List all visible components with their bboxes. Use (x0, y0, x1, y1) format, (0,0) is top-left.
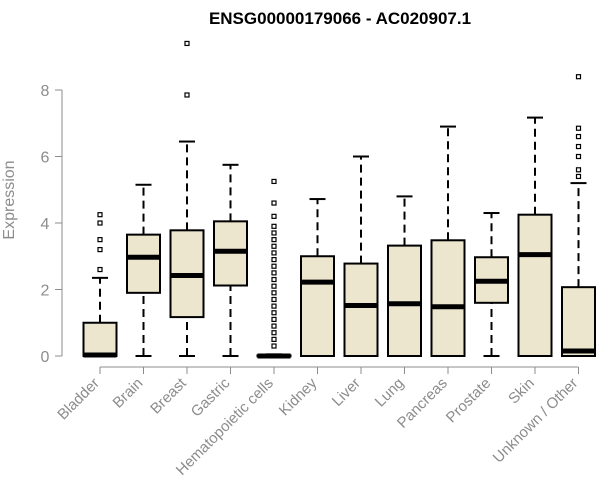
y-tick-label: 4 (41, 216, 50, 233)
outlier-point (575, 143, 582, 150)
x-tick-label: Kidney (276, 374, 321, 419)
box-rect (430, 239, 466, 357)
box-brain (126, 183, 161, 357)
box-kidney (300, 198, 335, 357)
box-hematopoietic-cells (256, 178, 292, 359)
outlier-point (271, 310, 277, 316)
outlier-point (184, 92, 190, 98)
x-tick-label: Lung (372, 375, 408, 411)
x-tick-label: Breast (147, 374, 190, 417)
outlier-point (575, 167, 582, 173)
outlier-point (184, 40, 190, 47)
outlier-point (271, 263, 277, 269)
outlier-point (271, 316, 277, 323)
outlier-point (97, 220, 103, 226)
y-axis-label: Expression (1, 160, 18, 239)
y-tick-label: 2 (41, 283, 50, 300)
box-rect (517, 213, 553, 357)
box-breast (169, 40, 205, 357)
outlier-point (97, 247, 103, 253)
outlier-point (271, 343, 277, 349)
outlier-point (575, 74, 582, 80)
outlier-point (271, 303, 277, 309)
box-unknown-other (561, 74, 596, 357)
outlier-point (575, 153, 582, 160)
chart-title: ENSG00000179066 - AC020907.1 (209, 9, 471, 28)
outlier-point (271, 270, 277, 276)
boxes (82, 40, 596, 359)
outlier-point (271, 223, 277, 229)
outlier-point (97, 266, 103, 273)
outlier-point (271, 283, 277, 289)
outlier-point (271, 230, 277, 236)
outlier-point (271, 290, 277, 296)
x-tick-label: Skin (505, 375, 538, 408)
x-tick-label: Brain (110, 375, 147, 412)
outlier-point (271, 178, 277, 185)
box-bladder (82, 212, 118, 358)
outlier-point (271, 323, 277, 329)
y-tick-label: 8 (41, 83, 50, 100)
box-rect (387, 244, 422, 357)
outlier-point (97, 237, 103, 243)
outlier-point (575, 125, 582, 131)
y-tick-label: 0 (41, 349, 50, 366)
outlier-point (271, 250, 277, 256)
x-tick-label: Bladder (54, 375, 103, 424)
outlier-point (271, 200, 277, 206)
outlier-point (575, 133, 582, 140)
box-rect (126, 233, 161, 294)
y-axis: 0 2 4 6 8 (41, 83, 63, 366)
box-pancreas (430, 125, 466, 357)
box-rect (300, 255, 335, 357)
y-tick-label: 6 (41, 150, 50, 167)
outlier-point (271, 237, 277, 243)
outlier-point (271, 330, 277, 336)
x-tick-label: Liver (329, 375, 364, 410)
box-rect (343, 262, 379, 357)
outlier-point (575, 173, 582, 180)
outlier-point (271, 276, 277, 283)
outlier-point (271, 243, 277, 249)
box-rect (561, 286, 596, 357)
box-lung (387, 195, 422, 357)
box-prostate (474, 212, 509, 357)
outlier-point (271, 256, 277, 263)
outlier-point (97, 212, 103, 218)
box-liver (343, 155, 379, 357)
x-tick-label: Prostate (443, 375, 495, 427)
outlier-point (271, 296, 277, 303)
outlier-point (271, 336, 277, 342)
outlier-point (271, 213, 277, 219)
box-skin (517, 116, 553, 357)
box-gastric (213, 163, 248, 357)
box-rect (82, 321, 118, 357)
